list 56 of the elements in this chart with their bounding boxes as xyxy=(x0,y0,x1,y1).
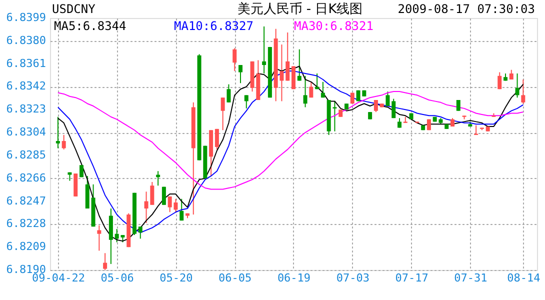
text: MA5:6.8344 xyxy=(54,19,126,33)
x-tick-label: 06-19 xyxy=(277,272,311,284)
candlestick xyxy=(232,48,237,72)
y-tick-label: 6.8361 xyxy=(6,56,46,70)
candlestick xyxy=(56,116,60,149)
candlestick xyxy=(498,72,502,90)
candlestick xyxy=(303,75,308,108)
text: 2009-08-17 07:30:03 xyxy=(398,2,535,16)
candlestick xyxy=(238,64,242,84)
y-tick-label: 6.8266 xyxy=(6,171,46,184)
y-tick-label: 6.8399 xyxy=(6,11,46,24)
candlestick xyxy=(315,72,320,90)
candlestick xyxy=(214,128,219,150)
candlestick xyxy=(62,134,66,150)
candlestick xyxy=(374,99,378,113)
candlestick xyxy=(386,91,390,107)
x-tick-label: 07-03 xyxy=(336,272,370,284)
y-tick-label: 6.8247 xyxy=(6,194,46,208)
x-tick-label: 05-06 xyxy=(100,272,134,284)
candlestick xyxy=(509,69,514,80)
x-tick-label: 08-14 xyxy=(507,272,541,284)
y-tick-label: 6.8285 xyxy=(6,148,46,162)
candlestick xyxy=(220,97,225,131)
text: MA10:6.8327 xyxy=(174,19,254,33)
x-tick-label: 07-31 xyxy=(454,272,488,284)
y-tick-label: 6.8209 xyxy=(6,240,46,254)
candlestick xyxy=(103,252,108,270)
candlestick xyxy=(392,98,396,119)
chart-title: 美元人民币 - 日K线图 xyxy=(237,1,363,17)
candlestick xyxy=(320,81,325,98)
candlestick xyxy=(521,78,526,104)
candlestick xyxy=(180,198,184,222)
candlestick xyxy=(515,72,520,98)
candlestick xyxy=(244,94,248,109)
candlestick xyxy=(156,170,160,186)
y-tick-label: 6.8304 xyxy=(6,126,46,139)
x-tick-label: 09-04-22 xyxy=(32,272,85,284)
x-tick-label: 07-17 xyxy=(395,272,428,284)
y-tick-label: 6.8323 xyxy=(6,102,46,116)
candlestick xyxy=(138,226,142,240)
candlestick xyxy=(226,84,231,103)
x-tick-label: 05-20 xyxy=(160,272,193,284)
y-tick-label: 6.8380 xyxy=(6,34,46,47)
line-series xyxy=(57,91,524,190)
candlestick xyxy=(162,186,166,206)
candlestick xyxy=(74,173,78,197)
y-tick-label: 6.8228 xyxy=(6,217,46,230)
chart-subtitle: USDCNY xyxy=(52,2,96,16)
candlestick xyxy=(262,26,266,74)
candlestick xyxy=(297,48,302,82)
x-tick-label: 06-05 xyxy=(218,272,252,284)
text: MA30:6.8321 xyxy=(294,19,374,33)
candlestick xyxy=(286,32,290,82)
candlestick xyxy=(309,81,314,98)
y-tick-label: 6.8342 xyxy=(6,80,46,93)
candlestick xyxy=(97,224,102,252)
